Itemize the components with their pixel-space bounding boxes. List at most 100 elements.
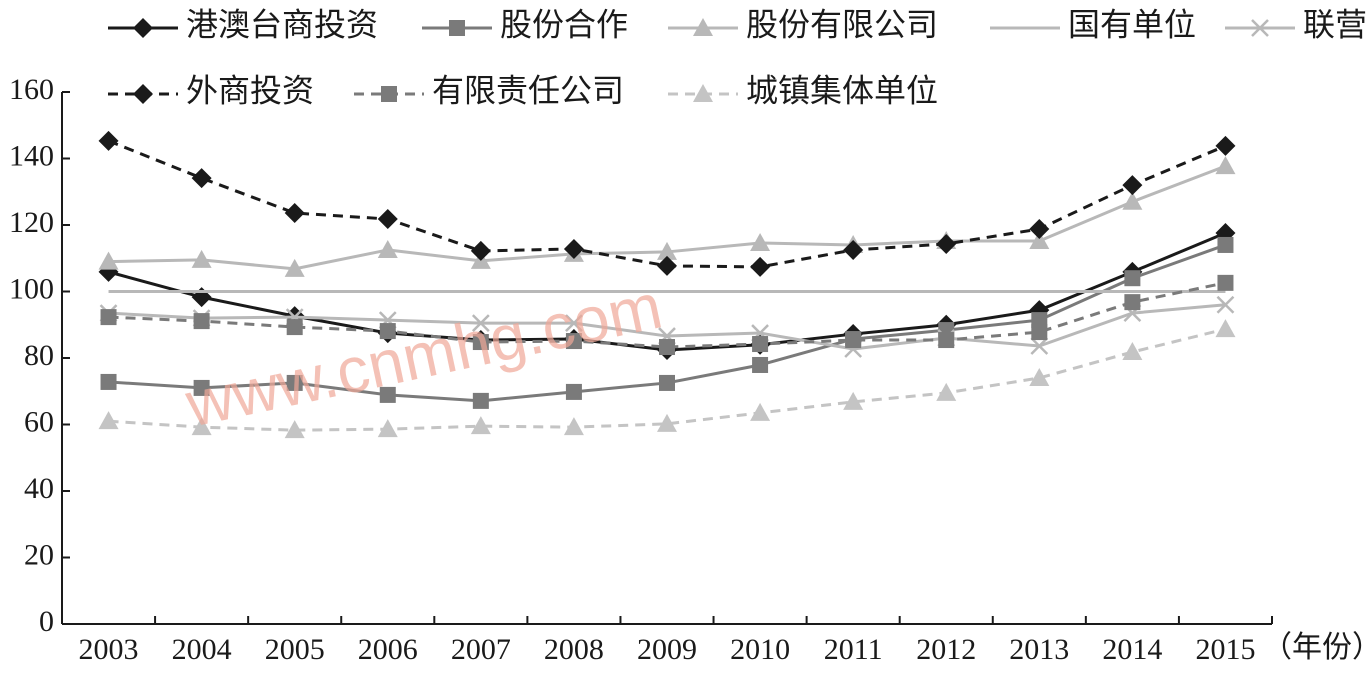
marker (565, 333, 582, 350)
marker (100, 373, 117, 390)
x-tick-label: 2013 (1009, 633, 1069, 666)
legend-label: 城镇集体单位 (746, 72, 938, 108)
marker (284, 203, 305, 224)
marker (133, 18, 153, 38)
marker (659, 374, 675, 391)
marker (1215, 319, 1236, 338)
y-tick-label: 0 (39, 605, 54, 638)
legend-label: 国有单位 (1068, 6, 1196, 42)
legend-label: 有限责任公司 (432, 72, 624, 108)
marker (471, 314, 490, 332)
marker (1217, 274, 1234, 291)
marker (659, 339, 675, 356)
marker (1122, 191, 1143, 210)
plot-area (98, 130, 1236, 439)
marker (750, 402, 771, 421)
x-tick-label: 2012 (916, 633, 976, 666)
legend-label: 外商投资 (186, 72, 314, 108)
legend-label: 股份合作 (500, 6, 628, 42)
marker (470, 416, 491, 435)
y-tick-label: 60 (24, 405, 54, 438)
marker (752, 356, 769, 373)
marker (845, 332, 862, 349)
marker (1122, 175, 1143, 196)
marker (193, 379, 210, 396)
marker (1251, 19, 1269, 37)
marker (1217, 236, 1234, 253)
marker (98, 251, 119, 270)
marker (936, 233, 957, 254)
marker (133, 84, 153, 104)
x-tick-label: 2006 (358, 633, 418, 666)
marker (377, 239, 398, 258)
marker (1215, 135, 1236, 156)
x-tick-label: 2005 (265, 633, 325, 666)
marker (843, 239, 864, 260)
marker (379, 386, 396, 403)
y-tick-label: 120 (9, 206, 54, 239)
marker (284, 420, 305, 439)
marker (1124, 270, 1141, 287)
marker (193, 313, 210, 330)
marker (1029, 367, 1050, 386)
x-tick-label: 2008 (544, 633, 604, 666)
marker (1029, 218, 1050, 239)
marker (752, 336, 769, 353)
marker (472, 392, 489, 409)
marker (98, 411, 119, 430)
x-tick-label: 2014 (1102, 633, 1162, 666)
marker (449, 20, 465, 36)
marker (1030, 337, 1049, 355)
x-tick-label: 2004 (172, 633, 232, 666)
y-tick-label: 140 (9, 139, 54, 172)
marker (1122, 342, 1143, 361)
legend-label: 港澳台商投资 (186, 6, 378, 42)
marker (286, 374, 303, 391)
y-tick-label: 40 (24, 472, 54, 505)
x-tick-label: 2009 (637, 633, 697, 666)
marker (1215, 156, 1236, 175)
x-tick-label: 2010 (730, 633, 790, 666)
marker (1031, 324, 1048, 341)
marker (1029, 230, 1050, 249)
marker (284, 258, 305, 277)
x-tick-label: 2015 (1195, 633, 1255, 666)
marker (100, 309, 117, 326)
y-tick-label: 160 (9, 73, 54, 106)
marker (563, 238, 584, 259)
marker (377, 419, 398, 438)
y-tick-label: 80 (24, 339, 54, 372)
marker (377, 209, 398, 230)
x-tick-label: 2003 (79, 633, 139, 666)
marker (565, 314, 583, 332)
y-tick-label: 100 (9, 272, 54, 305)
marker (191, 168, 212, 189)
x-tick-label: 2011 (824, 633, 883, 666)
marker (191, 417, 212, 436)
marker (379, 323, 396, 340)
marker (657, 255, 677, 276)
x-tick-label: 2007 (451, 633, 511, 666)
marker (843, 391, 864, 410)
marker (657, 241, 677, 260)
marker (191, 249, 212, 268)
marker (470, 240, 491, 261)
marker (1216, 295, 1235, 314)
marker (472, 334, 489, 351)
x-axis-label: （年份） (1262, 631, 1372, 664)
legend-label: 股份有限公司 (746, 6, 938, 42)
marker (938, 332, 955, 349)
marker (657, 413, 677, 432)
marker (693, 18, 713, 36)
marker (750, 256, 771, 277)
marker (565, 383, 582, 400)
y-tick-label: 20 (24, 538, 54, 571)
legend-label: 联营 (1303, 6, 1367, 42)
marker (381, 86, 397, 102)
marker (693, 84, 713, 102)
marker (1124, 294, 1141, 311)
marker (286, 319, 303, 336)
marker (563, 417, 584, 436)
marker (750, 232, 771, 251)
